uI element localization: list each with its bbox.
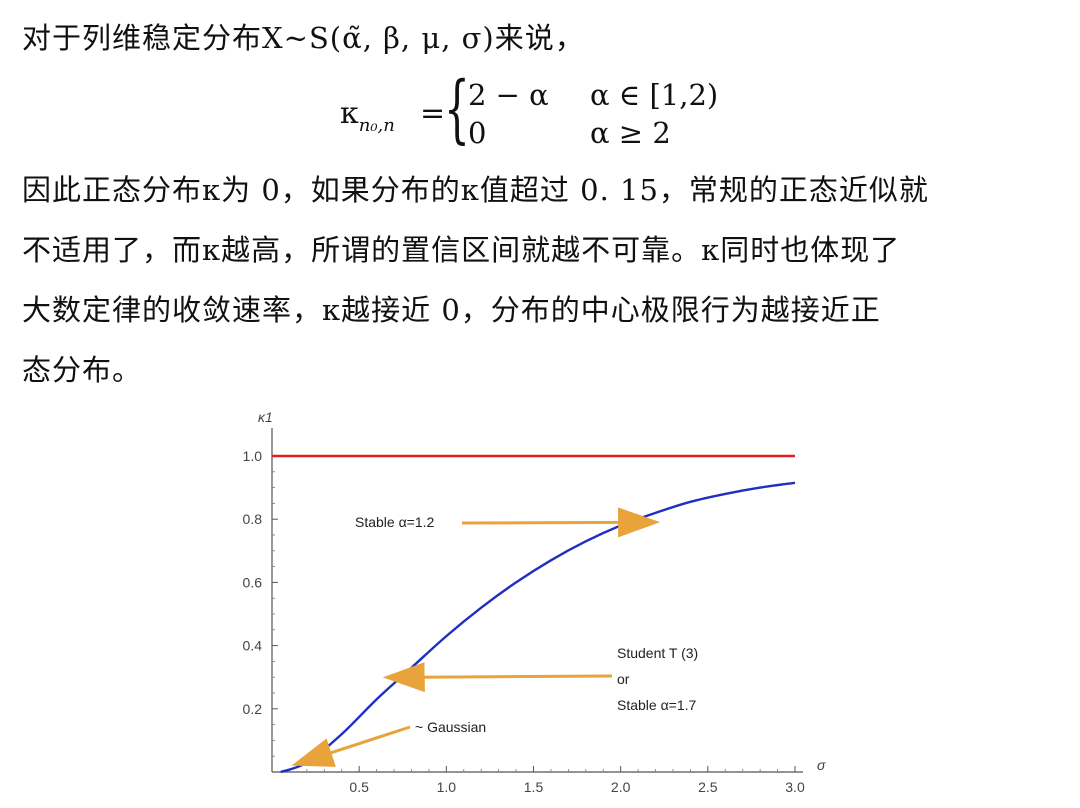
x-tick-label: 0.5 [349,779,369,795]
arrow-stable-1-2 [461,507,661,538]
y-tick-label: 1.0 [243,448,263,464]
x-tick-label: 1.0 [437,779,457,795]
formula-lhs: κn₀,n [340,96,395,136]
formula-brace: { [444,66,470,152]
case2-value: 0 [468,116,487,150]
intro-line: 对于列维稳定分布X∼S(α̃, β, μ, σ)来说， [22,21,585,55]
kappa-formula: κn₀,n = { 2 − α α ∈ [1,2) 0 α ≥ 2 [340,72,760,154]
x-tick-label: 3.0 [785,779,805,795]
y-tick-label: 0.4 [243,638,263,654]
annotation-student-t-line: or [617,671,630,687]
x-tick-label: 1.5 [524,779,544,795]
case1-condition: α ∈ [1,2) [590,78,719,112]
case2-condition: α ≥ 2 [590,116,671,150]
x-axis-label: σ [817,757,826,773]
arrow-student-t [382,662,613,693]
y-axis-label: κ1 [258,409,273,425]
y-tick-label: 0.6 [243,574,263,590]
case1-value: 2 − α [468,78,549,112]
formula-equals: = [420,96,446,131]
paragraph-line: 因此正态分布κ为 0，如果分布的κ值超过 0. 15，常规的正态近似就 [22,173,929,207]
kappa-sigma-chart: 0.2 0.4 0.6 0.8 1.0 0.5 1.0 1.5 2.0 2.5 3.0 κ1 σ Stab… [243,409,826,795]
arrow-gaussian [291,725,411,767]
paragraph-line: 不适用了，而κ越高，所谓的置信区间就越不可靠。κ同时也体现了 [22,233,901,267]
annotation-gaussian: ~ Gaussian [415,719,486,735]
body-paragraph: 因此正态分布κ为 0，如果分布的κ值超过 0. 15，常规的正态近似就 不适用了… [22,160,929,400]
paragraph-line: 态分布。 [22,353,143,387]
annotation-stable-1-2: Stable α=1.2 [355,514,435,530]
annotation-student-t-line: Stable α=1.7 [617,697,697,713]
x-tick-label: 2.0 [611,779,631,795]
annotation-student-t-line: Student T (3) [617,645,698,661]
y-tick-label: 0.8 [243,511,263,527]
y-tick-label: 0.2 [243,701,263,717]
blue-kappa-curve [280,481,796,774]
paragraph-line: 大数定律的收敛速率，κ越接近 0，分布的中心极限行为越接近正 [22,293,881,327]
x-tick-label: 2.5 [698,779,718,795]
